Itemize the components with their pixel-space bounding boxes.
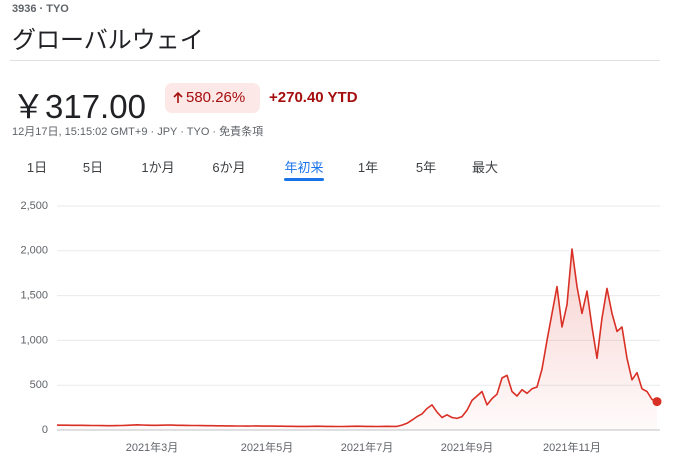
x-tick-label: 2021年3月: [126, 440, 179, 454]
divider: [10, 60, 660, 61]
y-tick-label: 2,500: [20, 200, 48, 212]
x-tick-label: 2021年5月: [241, 440, 294, 454]
timestamp: 12月17日, 15:15:02 GMT+9 · JPY · TYO · 免責条…: [12, 126, 264, 138]
range-tab[interactable]: 年初来: [284, 160, 324, 175]
range-tab[interactable]: 1年: [357, 160, 379, 175]
x-tick-label: 2021年9月: [441, 440, 494, 454]
range-tab[interactable]: 1か月: [141, 160, 175, 175]
x-tick-label: 2021年11月: [543, 440, 601, 454]
ticker: 3936 · TYO: [12, 3, 69, 15]
range-tab[interactable]: 最大: [471, 160, 499, 175]
y-tick-label: 1,000: [20, 334, 48, 346]
y-tick-label: 0: [42, 424, 48, 436]
area: [57, 249, 657, 430]
price-line: [56, 248, 658, 428]
y-tick-label: 500: [30, 379, 48, 391]
range-tab[interactable]: 6か月: [212, 160, 246, 175]
y-tick-label: 1,500: [20, 290, 48, 302]
change-absolute: +270.40 YTD: [269, 89, 358, 106]
change-percent: 580.26%: [186, 89, 246, 106]
y-tick-label: 2,000: [20, 245, 48, 257]
price: ￥317.00: [12, 88, 146, 125]
change-badge: 580.26%: [165, 83, 260, 113]
x-tick-label: 2021年7月: [341, 440, 394, 454]
range-tab[interactable]: 5日: [82, 160, 104, 175]
range-tab[interactable]: 1日: [26, 160, 48, 175]
last-point: [652, 397, 662, 407]
company-name: グローバルウェイ: [12, 26, 204, 54]
range-tab[interactable]: 5年: [415, 160, 437, 175]
selected-tab-indicator: [284, 178, 324, 181]
up-arrow-icon: [173, 92, 183, 103]
